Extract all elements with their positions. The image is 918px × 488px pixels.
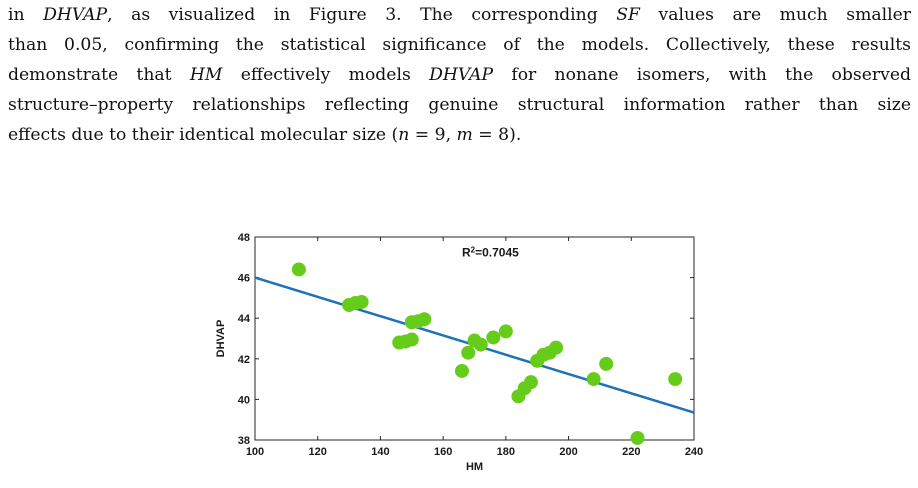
data-point [586, 372, 601, 387]
data-point [291, 262, 306, 277]
data-point [498, 324, 513, 339]
y-tick-label: 46 [238, 273, 250, 285]
data-point [630, 430, 645, 445]
paragraph-line-3: demonstrate that HM effectively models D… [8, 65, 912, 85]
paragraph-line-2: than 0.05, confirming the statistical si… [8, 35, 911, 55]
y-tick-label: 44 [238, 313, 251, 325]
x-tick-label: 160 [434, 446, 452, 458]
data-point [473, 337, 488, 352]
data-point [668, 372, 683, 387]
x-tick-label: 200 [559, 446, 577, 458]
data-point [486, 330, 501, 345]
math-var: m [456, 125, 473, 145]
x-tick-label: 220 [622, 446, 640, 458]
y-tick-label: 38 [238, 435, 250, 447]
data-point [599, 356, 614, 371]
paragraph-line-4: structure–property relationships reflect… [8, 95, 911, 115]
x-tick-label: 140 [371, 446, 389, 458]
x-tick-label: 120 [309, 446, 327, 458]
x-tick-label: 180 [497, 446, 515, 458]
data-point [404, 332, 419, 347]
data-point [461, 345, 476, 360]
x-axis-label: HM [466, 461, 483, 473]
math-var: HM [189, 65, 223, 85]
paragraph-line-1: in DHVAP, as visualized in Figure 3. The… [8, 5, 911, 25]
math-var: SF [616, 5, 640, 25]
r-squared-annotation: R2=0.7045 [462, 245, 519, 260]
x-tick-label: 240 [685, 446, 703, 458]
data-point [549, 340, 564, 355]
math-var: n [398, 125, 410, 145]
body-paragraph: in DHVAP, as visualized in Figure 3. The… [8, 0, 911, 150]
math-var: DHVAP [43, 5, 108, 25]
data-point [523, 375, 538, 390]
y-tick-label: 48 [238, 232, 250, 244]
plot-area-frame [254, 236, 695, 441]
scatter-chart: 100 120 140 160 180 200 220 240 38 40 42 44 46 48 HM DH… [215, 232, 703, 473]
math-var: DHVAP [429, 65, 494, 85]
y-tick-label: 40 [238, 394, 250, 406]
y-axis-label: DHVAP [215, 320, 227, 358]
data-point [417, 312, 432, 327]
data-point [354, 294, 369, 309]
data-point [454, 363, 469, 378]
x-tick-label: 100 [246, 446, 264, 458]
y-tick-label: 42 [238, 354, 250, 366]
paragraph-line-5: effects due to their identical molecular… [8, 125, 522, 145]
